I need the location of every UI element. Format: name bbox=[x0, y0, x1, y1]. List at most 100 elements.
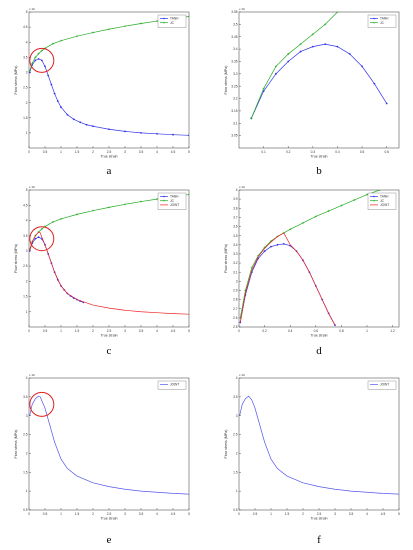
y-exponent-label: x 10 bbox=[239, 7, 245, 11]
data-point-tanh bbox=[85, 123, 88, 126]
data-point-jc bbox=[123, 25, 127, 28]
x-tick-label: 1.2 bbox=[390, 329, 395, 333]
data-point-tanh bbox=[276, 243, 279, 246]
y-tick-label: 2.5 bbox=[23, 433, 28, 437]
data-point-tanh bbox=[262, 90, 265, 93]
plot-marks bbox=[29, 193, 189, 315]
y-tick-label: 2 bbox=[236, 452, 238, 456]
x-tick-label: 3.5 bbox=[139, 329, 144, 333]
data-point-tanh bbox=[92, 125, 94, 128]
data-point-jc bbox=[40, 49, 43, 52]
y-exponent-label: x 10 bbox=[239, 373, 245, 377]
x-tick-label: 3.5 bbox=[139, 150, 144, 154]
data-point-jc bbox=[289, 228, 292, 231]
panel-a: 0 0.5 1 1.5 2 2.5 3 3.5 4 4.5 511.522.533.544.55x … bbox=[14, 7, 190, 177]
data-point-tanh bbox=[53, 92, 56, 95]
x-tick-label: 3.5 bbox=[349, 512, 354, 516]
data-point-tanh bbox=[47, 74, 50, 77]
legend-label: JC bbox=[170, 199, 175, 203]
highlight-circle bbox=[29, 226, 55, 252]
data-point-jc bbox=[301, 221, 305, 224]
series-line-joint bbox=[29, 231, 189, 315]
data-point-jc bbox=[107, 206, 111, 209]
x-tick-label: 0.6 bbox=[384, 150, 389, 154]
data-point-jc bbox=[327, 209, 330, 213]
x-tick-label: 5 bbox=[398, 512, 400, 516]
plot-marks bbox=[239, 395, 399, 495]
y-tick-label: 3.3 bbox=[233, 72, 238, 76]
x-tick-label: 1 bbox=[60, 150, 62, 154]
series-line-joint bbox=[29, 395, 189, 495]
plot-marks bbox=[29, 15, 189, 137]
x-axis-label: True strain bbox=[310, 155, 327, 159]
y-tick-label: 3.45 bbox=[231, 35, 237, 39]
data-point-tanh bbox=[172, 133, 174, 136]
data-point-tanh bbox=[44, 65, 46, 68]
y-exponent-label: x 10 bbox=[29, 7, 35, 11]
x-tick-label: 4.5 bbox=[381, 512, 386, 516]
x-tick-label: 0 bbox=[28, 150, 30, 154]
x-tick-label: 3 bbox=[124, 512, 126, 516]
y-tick-label: 3 bbox=[236, 279, 238, 283]
y-tick-label: 0.5 bbox=[233, 508, 238, 512]
y-tick-label: 3.7 bbox=[233, 216, 238, 220]
legend: JOINT bbox=[367, 380, 397, 390]
data-point-tanh bbox=[336, 45, 339, 48]
y-tick-label: 2.8 bbox=[233, 298, 238, 302]
panel-caption: a bbox=[107, 165, 112, 177]
y-tick-label: 3 bbox=[26, 414, 28, 418]
x-tick-label: 0.5 bbox=[43, 329, 48, 333]
legend-label: TANH bbox=[380, 17, 389, 21]
data-point-jc bbox=[187, 193, 189, 196]
y-tick-label: 1.5 bbox=[23, 295, 28, 299]
data-point-jc bbox=[31, 62, 34, 65]
data-point-jc bbox=[155, 19, 159, 23]
panel-e: 0 0.5 1 1.5 2 2.5 3 3.5 4 4.5 50.511.522.533.54x 1… bbox=[14, 373, 190, 546]
panel-caption: e bbox=[107, 534, 112, 546]
data-point-jc bbox=[123, 203, 127, 206]
data-point-jc bbox=[365, 193, 369, 196]
y-tick-label: 3.1 bbox=[233, 121, 238, 125]
y-exponent-label: x 10 bbox=[239, 185, 245, 189]
x-axis-label: True strain bbox=[310, 517, 327, 521]
plot-area bbox=[28, 11, 190, 149]
y-tick-label: 4 bbox=[236, 188, 238, 192]
x-tick-label: 1.5 bbox=[75, 329, 80, 333]
y-tick-label: 2.6 bbox=[233, 316, 238, 320]
panel-caption: d bbox=[316, 345, 322, 357]
series-line-tanh bbox=[29, 58, 189, 136]
x-tick-label: 0 bbox=[238, 329, 240, 333]
x-axis-label: True strain bbox=[100, 155, 117, 159]
y-tick-label: 1.5 bbox=[23, 470, 28, 474]
y-tick-label: 3.4 bbox=[233, 47, 238, 51]
x-axis-label: True strain bbox=[310, 334, 327, 338]
x-tick-label: 2 bbox=[92, 329, 94, 333]
y-tick-label: 3.1 bbox=[233, 270, 238, 274]
y-tick-label: 3 bbox=[236, 414, 238, 418]
y-axis-label: Flow stress (MPa) bbox=[14, 430, 18, 459]
x-tick-label: 5 bbox=[188, 512, 190, 516]
data-point-tanh bbox=[373, 82, 376, 85]
y-axis-label: Flow stress (MPa) bbox=[14, 66, 18, 95]
x-axis-label: True strain bbox=[100, 517, 117, 521]
data-point-tanh bbox=[56, 100, 59, 103]
legend-label: JC bbox=[380, 21, 385, 25]
x-tick-label: 0 bbox=[28, 329, 30, 333]
panel-c: 0 0.5 1 1.5 2 2.5 3 3.5 4 4.5 511.522.533.544.55x … bbox=[14, 185, 190, 357]
data-point-tanh bbox=[37, 57, 40, 60]
data-point-tanh bbox=[66, 113, 69, 116]
y-tick-label: 2 bbox=[26, 452, 28, 456]
plot-marks bbox=[29, 395, 189, 495]
legend-box bbox=[367, 14, 397, 28]
data-point-tanh bbox=[60, 106, 62, 109]
data-point-jc bbox=[59, 217, 63, 221]
y-tick-label: 3.2 bbox=[233, 261, 238, 265]
legend-box bbox=[157, 192, 187, 210]
legend-label: TANH bbox=[170, 17, 179, 21]
x-tick-label: 2.5 bbox=[107, 150, 112, 154]
series-line-jc bbox=[29, 16, 189, 72]
data-point-jc bbox=[139, 22, 143, 25]
y-tick-label: 0.5 bbox=[23, 508, 28, 512]
x-tick-label: 2.5 bbox=[317, 512, 322, 516]
x-tick-label: 1.5 bbox=[75, 512, 80, 516]
